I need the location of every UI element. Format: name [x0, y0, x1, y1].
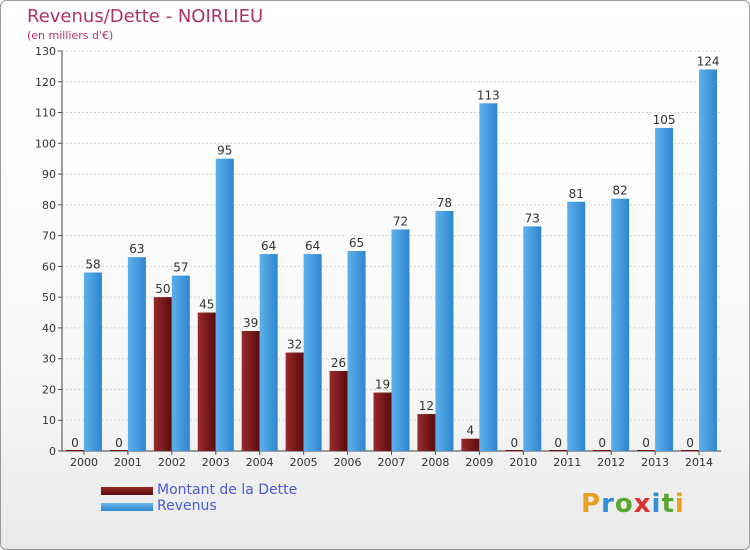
bar-revenus — [83, 272, 102, 451]
data-label-dette: 0 — [71, 436, 79, 450]
bar-dette — [461, 438, 480, 451]
y-tick-label: 120 — [35, 76, 56, 89]
data-label-revenus: 57 — [173, 261, 188, 275]
data-label-dette: 0 — [554, 436, 562, 450]
bar-dette — [329, 371, 348, 451]
y-tick-label: 110 — [35, 107, 56, 120]
bar-revenus — [655, 127, 674, 451]
data-label-revenus: 58 — [85, 258, 100, 272]
chart-subtitle: (en milliers d'€) — [27, 29, 114, 42]
data-label-dette: 45 — [199, 298, 214, 312]
y-tick-label: 130 — [35, 45, 56, 58]
data-label-dette: 0 — [510, 436, 518, 450]
data-label-dette: 12 — [419, 399, 434, 413]
x-tick-label: 2006 — [334, 456, 362, 469]
data-label-dette: 0 — [686, 436, 694, 450]
y-tick-label: 30 — [42, 353, 56, 366]
x-tick-label: 2008 — [421, 456, 449, 469]
bar-revenus — [347, 251, 366, 451]
y-tick-label: 0 — [49, 445, 56, 458]
y-tick-label: 20 — [42, 383, 56, 396]
y-tick-label: 50 — [42, 291, 56, 304]
y-tick-label: 80 — [42, 199, 56, 212]
data-label-dette: 50 — [155, 282, 170, 296]
x-tick-label: 2014 — [685, 456, 713, 469]
bar-revenus — [303, 254, 322, 451]
bar-revenus — [127, 257, 146, 451]
bar-dette — [285, 352, 304, 451]
data-label-revenus: 64 — [305, 239, 320, 253]
bar-dette — [681, 450, 700, 451]
y-tick-label: 70 — [42, 230, 56, 243]
bar-dette — [241, 331, 260, 451]
x-tick-label: 2002 — [158, 456, 186, 469]
proxiti-logo: Proxiti — [581, 489, 685, 519]
x-tick-label: 2001 — [114, 456, 142, 469]
data-label-dette: 19 — [375, 378, 390, 392]
data-label-revenus: 105 — [653, 113, 676, 127]
bar-revenus — [523, 226, 542, 451]
legend-label-revenus: Revenus — [157, 498, 217, 514]
data-label-revenus: 64 — [261, 239, 276, 253]
bar-revenus — [479, 103, 498, 452]
bar-revenus — [259, 254, 278, 451]
y-tick-label: 10 — [42, 414, 56, 427]
data-label-dette: 4 — [467, 424, 475, 438]
bar-revenus — [611, 198, 630, 451]
bar-dette — [505, 450, 524, 451]
data-label-revenus: 124 — [697, 54, 720, 68]
data-label-revenus: 63 — [129, 242, 144, 256]
x-tick-label: 2005 — [290, 456, 318, 469]
y-tick-label: 90 — [42, 168, 56, 181]
x-tick-label: 2003 — [202, 456, 230, 469]
bar-dette — [197, 312, 216, 451]
data-label-revenus: 73 — [525, 211, 540, 225]
bar-revenus — [391, 229, 410, 451]
bar-revenus — [699, 69, 718, 451]
x-tick-label: 2009 — [465, 456, 493, 469]
bar-dette — [373, 392, 392, 451]
x-tick-label: 2004 — [246, 456, 274, 469]
chart-title: Revenus/Dette - NOIRLIEU — [27, 6, 264, 27]
bar-revenus — [435, 211, 454, 451]
data-label-revenus: 65 — [349, 236, 364, 250]
data-label-dette: 0 — [115, 436, 123, 450]
bar-revenus — [171, 275, 190, 451]
data-label-dette: 32 — [287, 338, 302, 352]
data-label-dette: 26 — [331, 356, 346, 370]
x-tick-label: 2000 — [70, 456, 98, 469]
data-label-revenus: 81 — [569, 187, 584, 201]
data-label-revenus: 82 — [613, 184, 628, 198]
bar-dette — [637, 450, 656, 451]
bar-revenus — [567, 201, 586, 451]
bar-dette — [65, 450, 84, 451]
data-label-dette: 39 — [243, 316, 258, 330]
data-label-revenus: 72 — [393, 214, 408, 228]
y-tick-label: 60 — [42, 260, 56, 273]
bar-dette — [153, 297, 172, 451]
data-label-dette: 0 — [642, 436, 650, 450]
legend-label-dette: Montant de la Dette — [157, 482, 298, 498]
y-tick-label: 100 — [35, 137, 56, 150]
legend-swatch-revenus — [101, 503, 153, 511]
data-label-revenus: 113 — [477, 88, 500, 102]
bar-dette — [549, 450, 568, 451]
bar-revenus — [215, 158, 234, 451]
data-label-revenus: 95 — [217, 144, 232, 158]
y-tick-label: 40 — [42, 322, 56, 335]
bar-dette — [109, 450, 128, 451]
x-tick-label: 2010 — [509, 456, 537, 469]
bar-dette — [593, 450, 612, 451]
legend-swatch-dette — [101, 487, 153, 495]
data-label-dette: 0 — [598, 436, 606, 450]
x-tick-label: 2013 — [641, 456, 669, 469]
x-tick-label: 2007 — [378, 456, 406, 469]
data-label-revenus: 78 — [437, 196, 452, 210]
bar-dette — [417, 414, 436, 451]
x-tick-label: 2012 — [597, 456, 625, 469]
x-tick-label: 2011 — [553, 456, 581, 469]
